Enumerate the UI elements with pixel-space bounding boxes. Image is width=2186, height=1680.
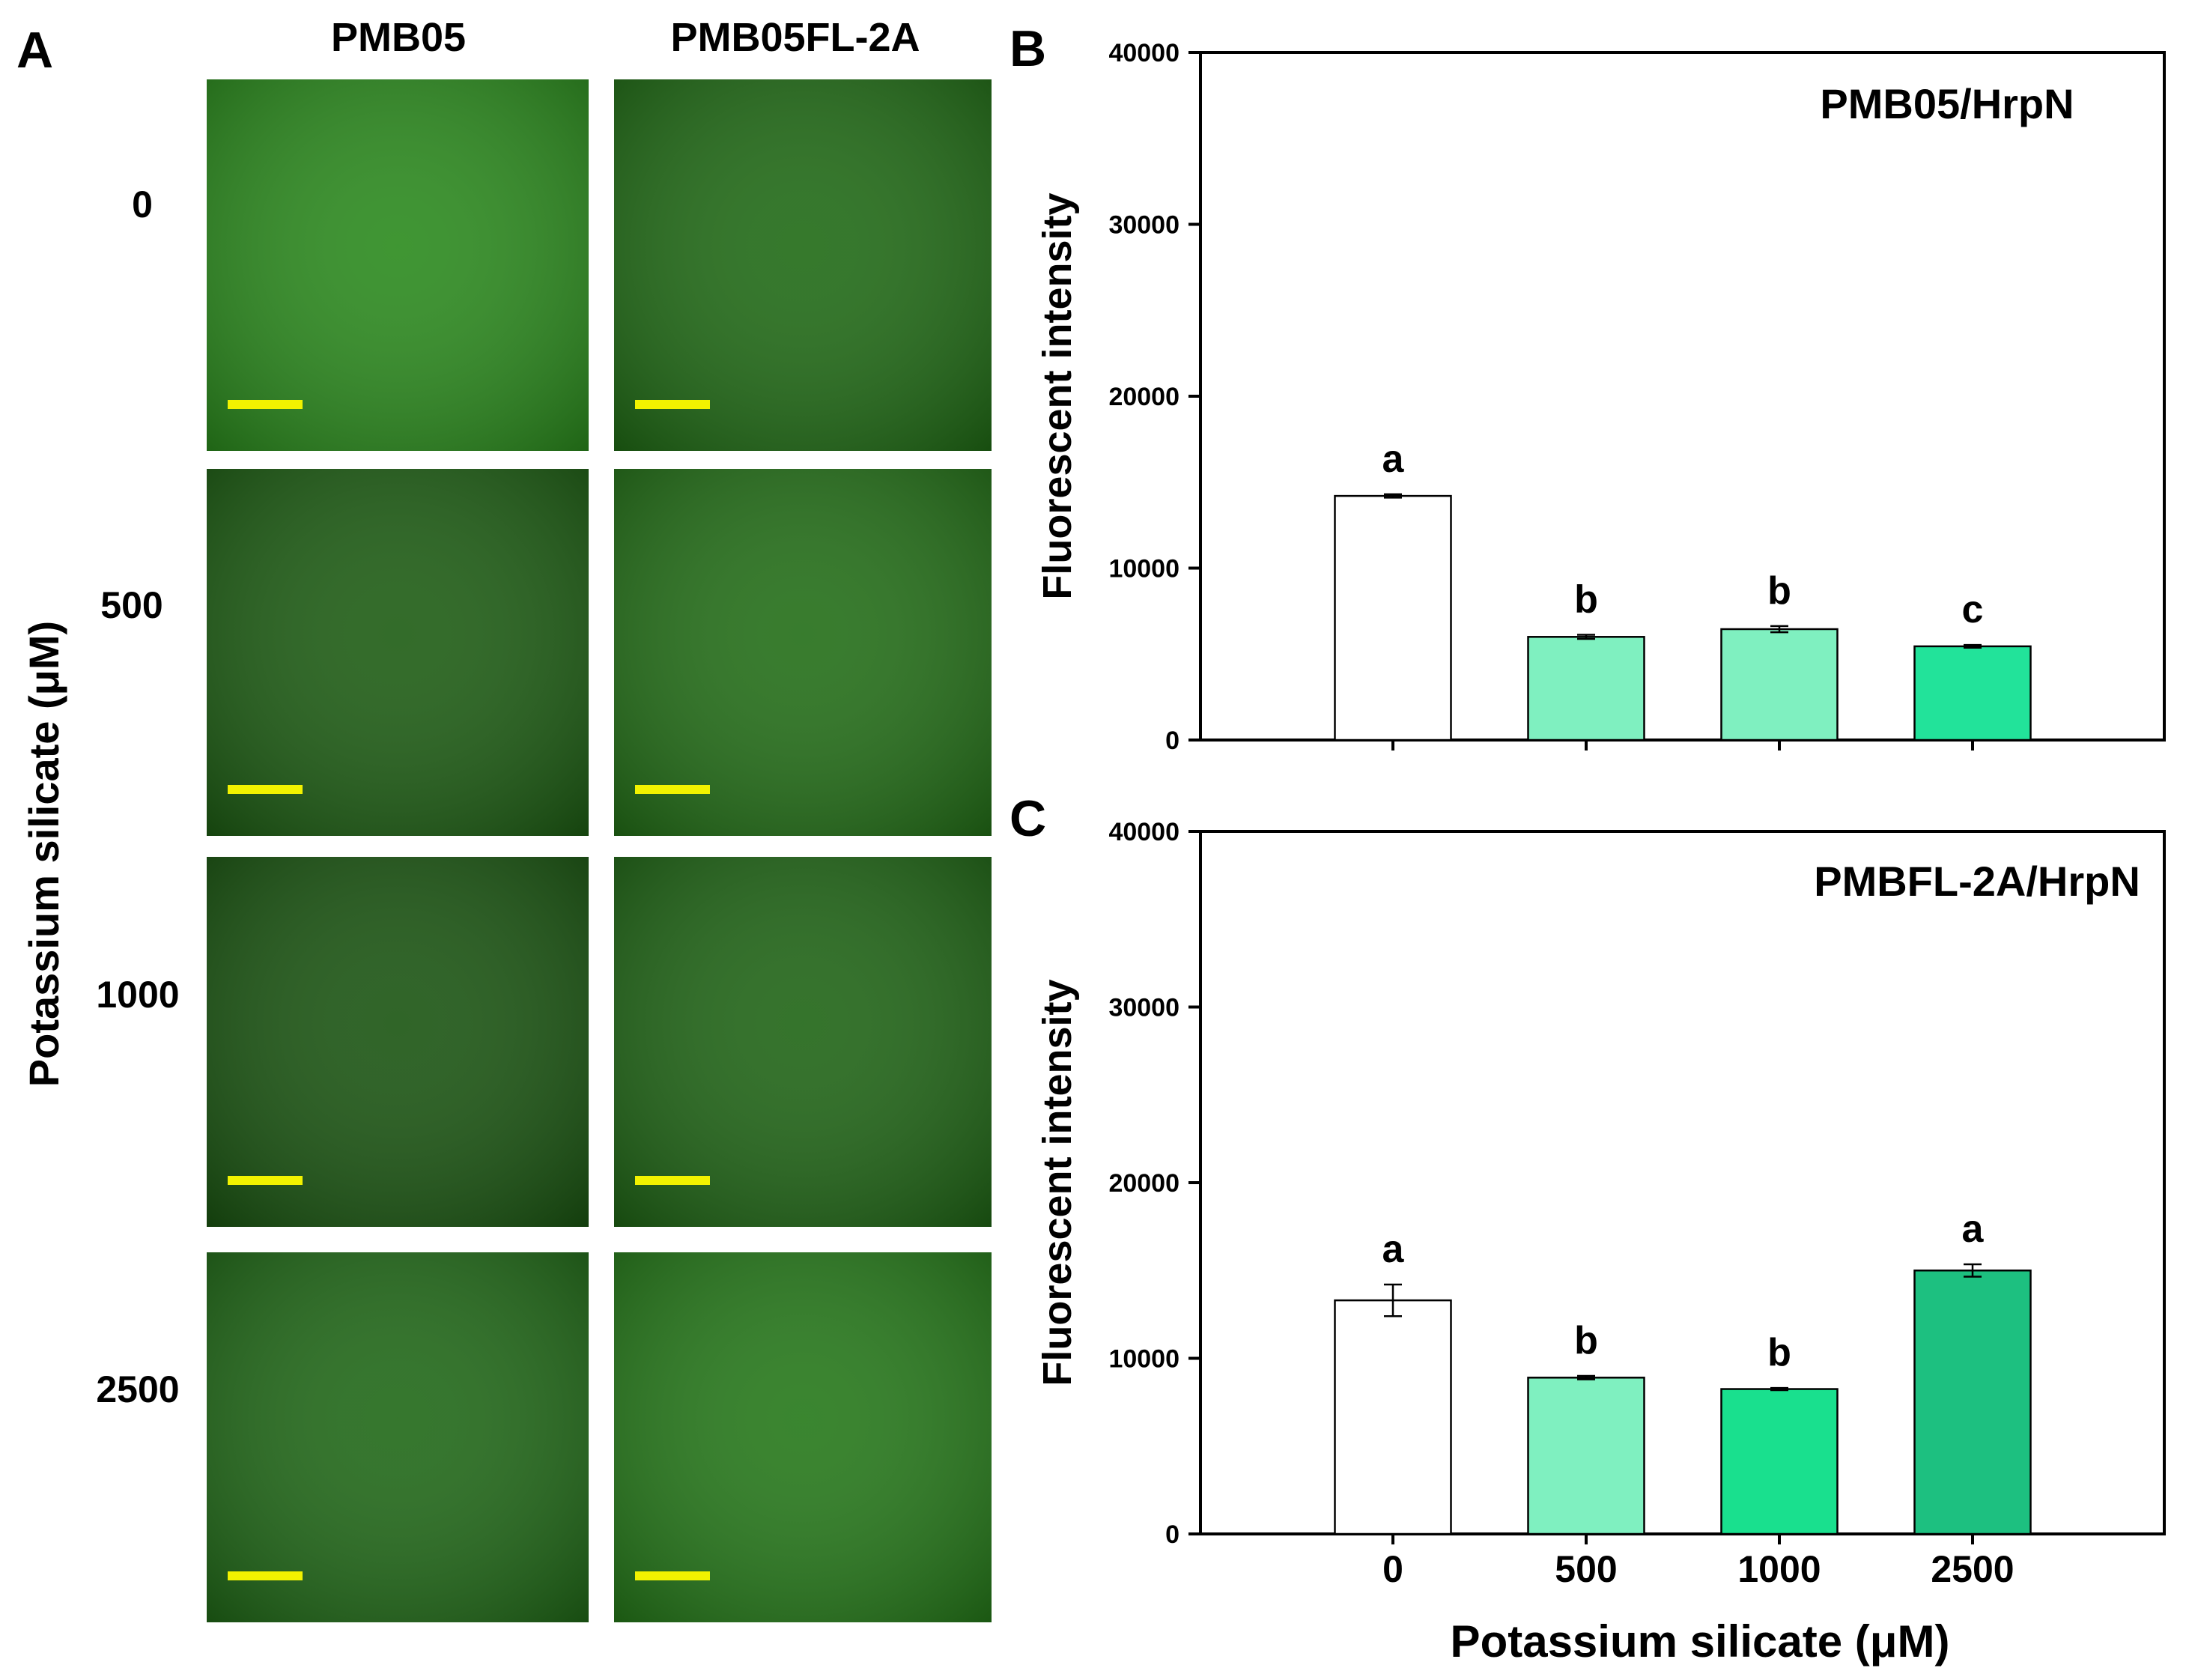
significance-letter: b: [1767, 569, 1791, 613]
micrograph-2500-pmb05fl-2a: [614, 1252, 992, 1622]
panel-c-label: C: [1009, 790, 1046, 847]
bar-500: [1527, 1377, 1645, 1535]
row-label-500: 500: [100, 584, 163, 626]
micrograph-0-pmb05: [207, 79, 589, 451]
x-tick-label-500: 500: [1555, 1548, 1617, 1590]
scale-bar: [228, 1176, 303, 1185]
significance-letter: a: [1382, 1228, 1405, 1271]
y-tick-label: 30000: [1108, 994, 1179, 1022]
micrograph-shading: [614, 1252, 992, 1622]
panel-b-label: B: [1009, 20, 1046, 77]
bar-0: [1334, 1299, 1452, 1535]
significance-letter: a: [1962, 1207, 1985, 1251]
micrograph-0-pmb05fl-2a: [614, 79, 992, 451]
y-tick-label: 0: [1165, 727, 1179, 755]
y-tick-label: 20000: [1108, 1169, 1179, 1198]
significance-letter: b: [1574, 1319, 1598, 1362]
y-tick-label: 10000: [1108, 1345, 1179, 1374]
scale-bar: [228, 1571, 303, 1580]
bar-1000: [1720, 1388, 1839, 1535]
y-tick-label: 10000: [1108, 555, 1179, 583]
x-tick-label-0: 0: [1382, 1548, 1403, 1590]
panel-a-y-axis-label: Potassium silicate (μM): [20, 621, 67, 1087]
panel-b-title: PMB05/HrpN: [1820, 80, 2074, 127]
micrograph-shading: [207, 79, 589, 451]
y-tick-label: 40000: [1108, 818, 1179, 846]
micrograph-1000-pmb05fl-2a: [614, 857, 992, 1227]
panel-c-y-axis-label: Fluorescent intensity: [1035, 979, 1080, 1386]
panel-c-chart: C PMBFL-2A/HrpN Fluorescent intensity Po…: [1009, 790, 2166, 1667]
micrograph-shading: [207, 857, 589, 1227]
bar-500: [1527, 636, 1645, 742]
y-tick-label: 20000: [1108, 383, 1179, 411]
bar-2500: [1913, 645, 2032, 742]
significance-letter: c: [1962, 588, 1984, 631]
panel-c-x-axis-label: Potassium silicate (μM): [1451, 1616, 1950, 1667]
micrograph-shading: [614, 857, 992, 1227]
micrograph-shading: [207, 1252, 589, 1622]
row-label-0: 0: [132, 184, 153, 225]
panel-b-chart: B PMB05/HrpN Fluorescent intensity 0 1000…: [1009, 20, 2166, 755]
scale-bar: [228, 785, 303, 794]
x-tick-label-1000: 1000: [1737, 1548, 1821, 1590]
row-label-1000: 1000: [96, 974, 179, 1016]
micrograph-500-pmb05fl-2a: [614, 469, 992, 836]
micrograph-1000-pmb05: [207, 857, 589, 1227]
scale-bar: [228, 400, 303, 409]
micrograph-500-pmb05: [207, 469, 589, 836]
column-header-pmb05: PMB05: [331, 15, 466, 60]
x-tick-label-2500: 2500: [1931, 1548, 2014, 1590]
micrograph-grid: [207, 79, 992, 1622]
micrograph-shading: [614, 469, 992, 836]
micrograph-2500-pmb05: [207, 1252, 589, 1622]
y-tick-label: 0: [1165, 1520, 1179, 1549]
micrograph-shading: [614, 79, 992, 451]
panel-a-label: A: [16, 22, 53, 79]
bar-0: [1334, 494, 1452, 742]
y-tick-label: 40000: [1108, 39, 1179, 67]
row-label-2500: 2500: [96, 1368, 179, 1410]
significance-letter: a: [1382, 437, 1405, 481]
y-tick-label: 30000: [1108, 211, 1179, 240]
significance-letter: b: [1574, 578, 1598, 622]
micrograph-shading: [207, 469, 589, 836]
scale-bar: [635, 785, 710, 794]
panel-b-y-axis-label: Fluorescent intensity: [1035, 192, 1080, 599]
bar-1000: [1720, 628, 1839, 742]
bar-2500: [1913, 1270, 2032, 1535]
scale-bar: [635, 1176, 710, 1185]
column-header-pmb05fl-2a: PMB05FL-2A: [670, 15, 920, 60]
scale-bar: [635, 1571, 710, 1580]
panel-a: A PMB05 PMB05FL-2A 0 500 1000 2500 Potas…: [16, 15, 992, 1622]
panel-c-title: PMBFL-2A/HrpN: [1814, 858, 2140, 905]
scale-bar: [635, 400, 710, 409]
significance-letter: b: [1767, 1331, 1791, 1374]
